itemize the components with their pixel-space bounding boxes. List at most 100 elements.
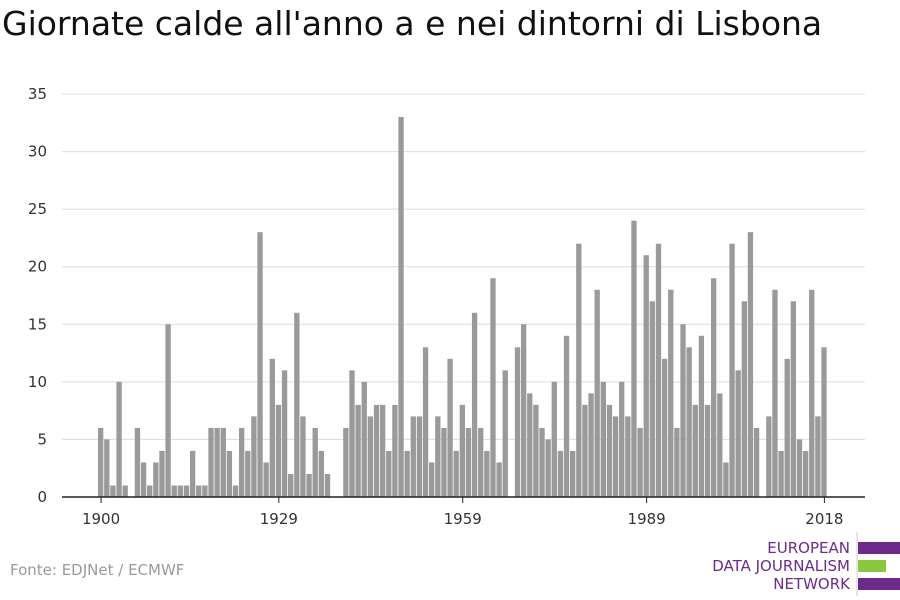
bar-1977 <box>570 450 576 497</box>
bar-1910 <box>159 450 165 497</box>
bar-1999 <box>704 404 711 497</box>
bar-1926 <box>257 232 263 498</box>
logo-bar-middle <box>858 560 886 572</box>
source-note: Fonte: EDJNet / ECMWF <box>10 561 185 579</box>
bar-1912 <box>171 485 177 497</box>
bar-1983 <box>606 404 613 497</box>
bar-1902 <box>110 485 116 497</box>
bar-2005 <box>741 301 747 497</box>
bar-1987 <box>631 220 637 497</box>
bar-1947 <box>386 450 392 497</box>
bar-1970 <box>527 393 533 497</box>
x-tick-label-1900: 1900 <box>82 510 120 528</box>
bar-2017 <box>815 416 821 497</box>
edjn-logo[interactable]: EUROPEAN DATA JOURNALISM NETWORK <box>700 538 900 596</box>
bar-1950 <box>404 450 410 497</box>
logo-bar-bottom <box>858 578 900 590</box>
bar-1998 <box>698 335 705 497</box>
bar-2004 <box>735 370 741 497</box>
bar-1932 <box>294 312 300 497</box>
bar-1974 <box>551 381 557 497</box>
x-tick-label-1959: 1959 <box>444 510 482 528</box>
bar-1954 <box>429 462 435 497</box>
bar-2016 <box>809 289 815 497</box>
bar-1924 <box>245 450 251 497</box>
bar-1984 <box>612 416 619 497</box>
bar-1958 <box>453 450 459 497</box>
bar-1920 <box>220 427 226 497</box>
bar-1971 <box>533 404 539 497</box>
bar-1979 <box>582 404 588 497</box>
bar-1914 <box>183 485 190 497</box>
bar-1944 <box>367 416 374 497</box>
bar-1972 <box>539 427 545 497</box>
bar-1990 <box>649 301 656 497</box>
bar-2001 <box>717 393 723 497</box>
bar-1985 <box>619 381 625 497</box>
x-axis-ticks: 1900 1929 1959 1989 2018 <box>82 497 843 528</box>
bar-2002 <box>723 462 729 497</box>
bar-2013 <box>790 301 797 497</box>
y-tick-label-30: 30 <box>28 143 47 161</box>
bar-1994 <box>674 427 680 497</box>
bar-1980 <box>588 393 594 497</box>
logo-bar-top <box>858 542 900 554</box>
bar-2000 <box>711 278 717 497</box>
bar-1960 <box>465 427 472 497</box>
bar-2014 <box>796 439 803 497</box>
bar-1942 <box>355 404 361 497</box>
bar-1907 <box>140 462 147 497</box>
bar-1986 <box>625 416 631 497</box>
bar-1906 <box>134 427 141 497</box>
bar-1988 <box>637 427 643 497</box>
y-tick-label-35: 35 <box>28 85 47 103</box>
y-tick-label-5: 5 <box>37 430 47 448</box>
bar-1962 <box>478 427 484 497</box>
bar-1916 <box>196 485 202 497</box>
bar-1951 <box>410 416 416 497</box>
logo-line-2: DATA JOURNALISM <box>712 557 850 575</box>
x-tick-label-1989: 1989 <box>628 510 666 528</box>
bar-1945 <box>373 404 380 497</box>
bar-1913 <box>177 485 184 497</box>
bar-2018 <box>821 347 827 497</box>
bar-1935 <box>312 427 318 497</box>
y-tick-label-0: 0 <box>37 488 47 506</box>
bar-1966 <box>502 370 508 497</box>
bar-1952 <box>416 416 423 497</box>
bar-1941 <box>349 370 355 497</box>
y-tick-label-25: 25 <box>28 200 47 218</box>
bar-1976 <box>563 335 570 497</box>
bar-2009 <box>766 416 772 497</box>
bar-1973 <box>545 439 551 497</box>
bar-1943 <box>361 381 367 497</box>
y-axis-ticks: 0 5 10 15 20 25 30 35 <box>28 85 47 506</box>
bar-1989 <box>643 255 649 497</box>
logo-line-3: NETWORK <box>773 575 850 593</box>
bar-1908 <box>147 485 153 497</box>
bar-1927 <box>263 462 269 497</box>
bar-1963 <box>484 450 490 497</box>
bars <box>98 117 827 498</box>
bar-1919 <box>214 427 220 497</box>
bar-1923 <box>238 427 245 497</box>
bar-1978 <box>576 243 582 497</box>
y-tick-label-15: 15 <box>28 315 47 333</box>
bar-1930 <box>281 370 288 497</box>
bar-1965 <box>496 462 502 497</box>
bar-1901 <box>104 439 110 497</box>
bar-1904 <box>122 485 128 497</box>
bar-1995 <box>680 324 686 497</box>
bar-1917 <box>202 485 208 497</box>
bar-1934 <box>306 473 312 497</box>
bar-1918 <box>208 427 214 497</box>
bar-1993 <box>668 289 674 497</box>
bar-1931 <box>288 473 294 497</box>
bar-1937 <box>324 473 331 497</box>
bar-1933 <box>300 416 306 497</box>
bar-1961 <box>471 312 478 497</box>
chart-title: Giornate calde all'anno a e nei dintorni… <box>2 4 823 43</box>
bar-1975 <box>557 450 564 497</box>
bar-1968 <box>514 347 521 497</box>
bar-1925 <box>251 416 257 497</box>
